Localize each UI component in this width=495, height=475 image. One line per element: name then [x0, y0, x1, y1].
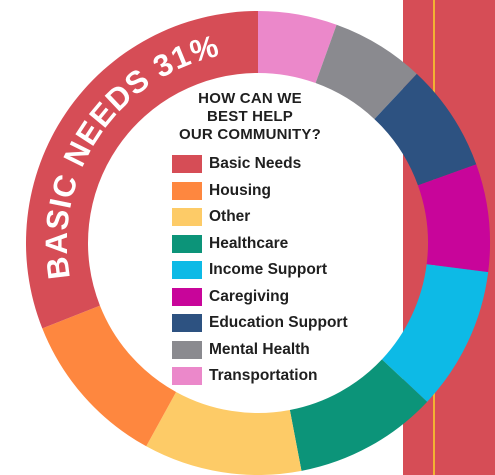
donut-slice-housing — [42, 305, 177, 447]
legend-title-line: HOW CAN WE — [198, 90, 302, 107]
legend-item: Healthcare — [172, 231, 348, 258]
legend-swatch — [172, 208, 202, 227]
donut-slice-income-support — [381, 264, 489, 402]
legend-swatch — [172, 155, 202, 174]
legend-label: Basic Needs — [209, 155, 302, 173]
legend-label: Income Support — [209, 261, 327, 279]
donut-slice-education-support — [374, 73, 477, 186]
legend-label: Caregiving — [209, 287, 290, 305]
legend-item: Caregiving — [172, 284, 348, 311]
legend-swatch — [172, 367, 202, 386]
legend-item: Mental Health — [172, 337, 348, 364]
legend-title: HOW CAN WE BEST HELP OUR COMMUNITY? — [140, 90, 360, 144]
legend-swatch — [172, 261, 202, 280]
legend-label: Other — [209, 208, 251, 226]
legend-label: Mental Health — [209, 340, 310, 358]
legend-label: Healthcare — [209, 234, 289, 252]
legend: Basic Needs Housing Other Healthcare Inc… — [172, 151, 348, 390]
legend-swatch — [172, 181, 202, 200]
donut-slice-basic-needs — [25, 11, 259, 329]
legend-item: Education Support — [172, 310, 348, 337]
legend-item: Income Support — [172, 257, 348, 284]
legend-swatch — [172, 234, 202, 253]
legend-label: Education Support — [209, 314, 348, 332]
donut-slice-caregiving — [417, 164, 490, 273]
legend-item: Transportation — [172, 363, 348, 390]
legend-swatch — [172, 314, 202, 333]
legend-swatch — [172, 287, 202, 306]
legend-title-line: OUR COMMUNITY? — [179, 126, 321, 143]
donut-slice-transportation — [258, 11, 337, 84]
donut-slice-healthcare — [289, 359, 428, 471]
legend-label: Transportation — [209, 367, 318, 385]
donut-slice-other — [146, 391, 302, 475]
legend-item: Housing — [172, 178, 348, 205]
legend-label: Housing — [209, 181, 271, 199]
legend-item: Basic Needs — [172, 151, 348, 178]
legend-title-line: BEST HELP — [207, 108, 293, 125]
legend-swatch — [172, 340, 202, 359]
legend-item: Other — [172, 204, 348, 231]
donut-slice-mental-health — [315, 24, 417, 120]
